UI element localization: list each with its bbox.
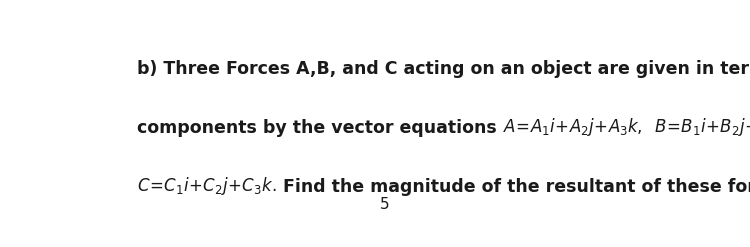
Text: Find the magnitude of the resultant of these forces.: Find the magnitude of the resultant of t… (277, 178, 750, 196)
Text: components by the vector equations: components by the vector equations (137, 119, 503, 137)
Text: $\mathit{A}\!=\!\mathit{A}_1\mathit{i}\!+\!\mathit{A}_2\mathit{j}\!+\!\mathit{A}: $\mathit{A}\!=\!\mathit{A}_1\mathit{i}\!… (503, 116, 750, 138)
Text: b) Three Forces A,B, and C acting on an object are given in terms of their: b) Three Forces A,B, and C acting on an … (137, 60, 750, 78)
Text: $\mathit{C}\!=\!\mathit{C}_1\mathit{i}\!+\!\mathit{C}_2\mathit{j}\!+\!\mathit{C}: $\mathit{C}\!=\!\mathit{C}_1\mathit{i}\!… (137, 175, 277, 197)
Text: 5: 5 (380, 197, 389, 212)
